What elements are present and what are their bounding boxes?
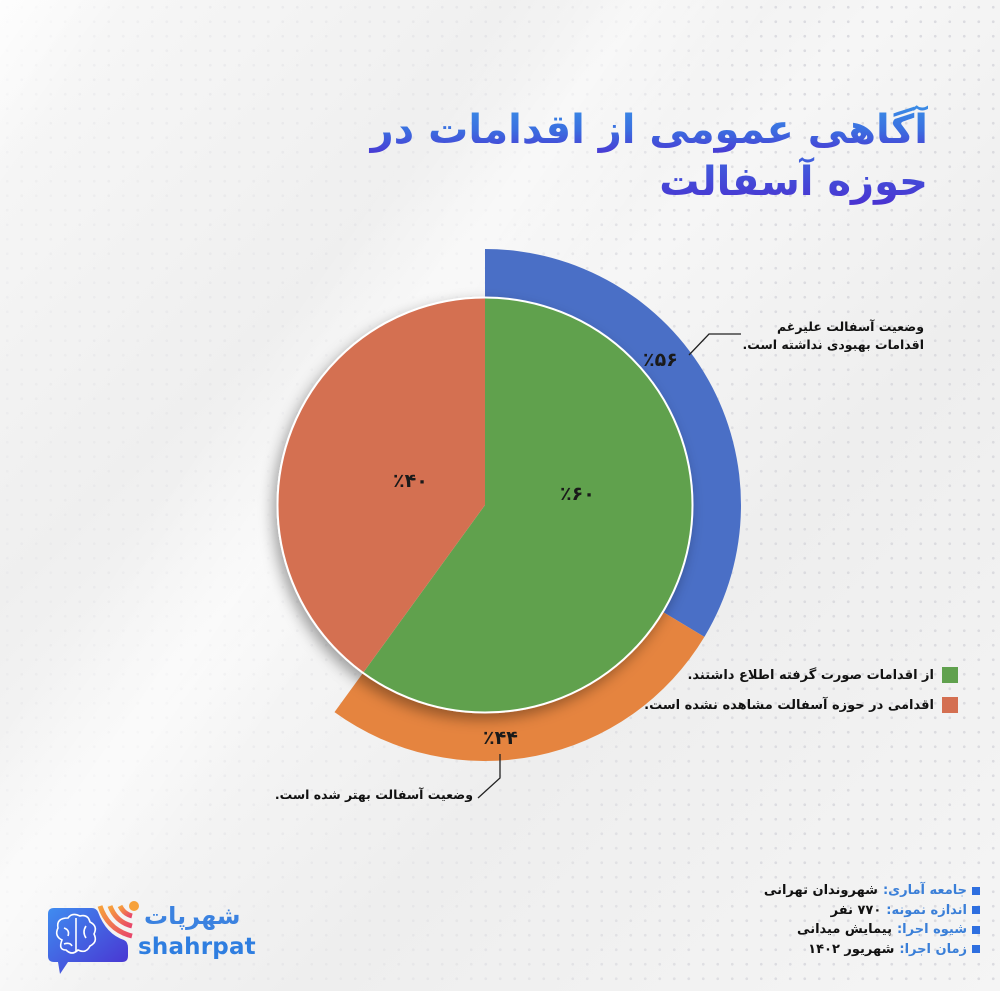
- meta-key: زمان اجرا:: [899, 941, 967, 957]
- square-bullet-icon: [972, 945, 980, 954]
- legend-label: اقدامی در حوزه آسفالت مشاهده نشده است.: [644, 697, 934, 713]
- annotation-not-improved-line2: اقدامات بهبودی نداشته است.: [742, 337, 924, 352]
- meta-row-sample-size: اندازه نمونه: ۷۷۰ نفر: [764, 901, 980, 921]
- meta-key: اندازه نمونه:: [886, 902, 967, 918]
- legend-swatch-green: [942, 667, 958, 683]
- meta-row-method: شیوه اجرا: پیمایش میدانی: [764, 920, 980, 940]
- legend: از اقدامات صورت گرفته اطلاع داشتند. اقدا…: [644, 667, 958, 727]
- ring-segment-improved: [334, 611, 705, 762]
- legend-item-aware: از اقدامات صورت گرفته اطلاع داشتند.: [644, 667, 958, 683]
- page-title: آگاهی عمومی از اقدامات در حوزه آسفالت: [368, 104, 929, 208]
- square-bullet-icon: [972, 925, 980, 934]
- label-pct-aware: ٪۶۰: [560, 483, 595, 505]
- legend-item-unaware: اقدامی در حوزه آسفالت مشاهده نشده است.: [644, 697, 958, 713]
- label-pct-unaware: ٪۴۰: [393, 470, 428, 492]
- label-pct-improved: ٪۴۴: [483, 727, 518, 749]
- title-line-1: آگاهی عمومی از اقدامات در: [368, 104, 929, 156]
- survey-meta: جامعه آماری: شهروندان تهرانی اندازه نمون…: [764, 881, 980, 959]
- pie-slice-aware: [363, 298, 692, 712]
- logo-name-fa: شهرپات: [144, 902, 241, 930]
- title-line-2: حوزه آسفالت: [368, 156, 928, 208]
- annotation-not-improved: وضعیت آسفالت علیرغم اقدامات بهبودی نداشت…: [742, 318, 924, 354]
- shahrpat-logo: شهرپات shahrpat: [40, 900, 256, 980]
- ring-segment-not-improved: [485, 249, 741, 637]
- square-bullet-icon: [972, 886, 980, 895]
- meta-row-date: زمان اجرا: شهریور ۱۴۰۲: [764, 940, 980, 960]
- brain-chat-icon: [48, 901, 139, 974]
- annotation-not-improved-line1: وضعیت آسفالت علیرغم: [777, 319, 924, 334]
- legend-swatch-red: [942, 697, 958, 713]
- meta-value: شهروندان تهرانی: [763, 883, 878, 898]
- leader-line-improved: [477, 754, 501, 799]
- pie-slice-unaware: [277, 297, 485, 673]
- inner-pie: [276, 296, 694, 714]
- meta-key: جامعه آماری:: [882, 883, 967, 898]
- meta-key: شیوه اجرا:: [896, 922, 967, 937]
- square-bullet-icon: [972, 906, 980, 915]
- meta-value: پیمایش میدانی: [797, 922, 892, 937]
- meta-value: ۷۷۰ نفر: [830, 902, 882, 918]
- annotation-improved: وضعیت آسفالت بهتر شده است.: [274, 787, 473, 802]
- logo-name-en: shahrpat: [138, 934, 256, 960]
- leader-line-not-improved: [688, 333, 741, 356]
- meta-value: شهریور ۱۴۰۲: [808, 941, 895, 957]
- legend-label: از اقدامات صورت گرفته اطلاع داشتند.: [687, 667, 934, 683]
- label-pct-not-improved: ٪۵۶: [643, 349, 678, 371]
- meta-row-population: جامعه آماری: شهروندان تهرانی: [764, 881, 980, 901]
